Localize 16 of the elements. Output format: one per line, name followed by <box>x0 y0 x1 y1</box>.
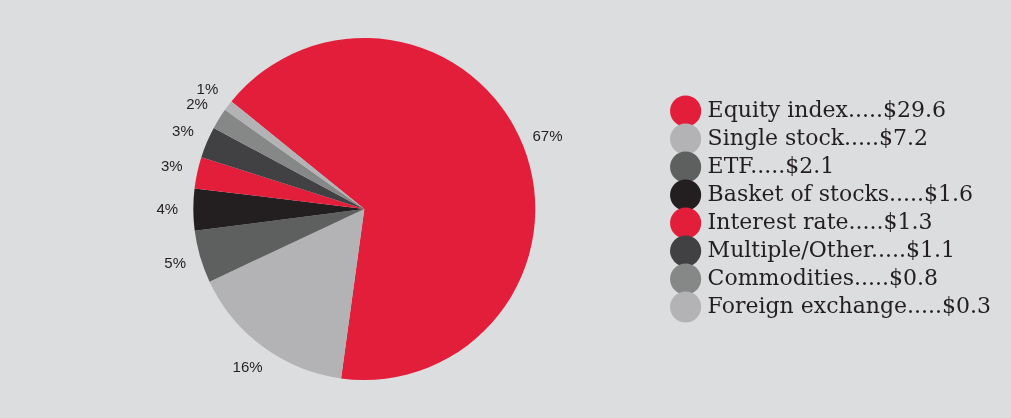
data-label: 67% <box>532 126 563 144</box>
legend-label: ETF.....$2.1 <box>707 152 835 178</box>
data-label: 5% <box>164 254 187 272</box>
data-label: 1% <box>196 79 219 97</box>
data-label: 3% <box>160 157 183 175</box>
legend-label: Foreign exchange.....$0.3 <box>707 292 992 318</box>
data-label: 16% <box>232 357 263 375</box>
legend-label: Interest rate.....$1.3 <box>707 208 933 234</box>
legend-label: Equity index.....$29.6 <box>707 96 946 122</box>
legend-label: Multiple/Other.....$1.1 <box>707 236 955 262</box>
legend-label: Commodities.....$0.8 <box>707 264 938 290</box>
data-label: 2% <box>186 95 208 113</box>
data-label: 4% <box>156 199 179 217</box>
legend-label: Single stock.....$7.2 <box>707 124 929 150</box>
data-label: 3% <box>172 122 194 140</box>
legend-label: Basket of stocks.....$1.6 <box>707 180 974 206</box>
